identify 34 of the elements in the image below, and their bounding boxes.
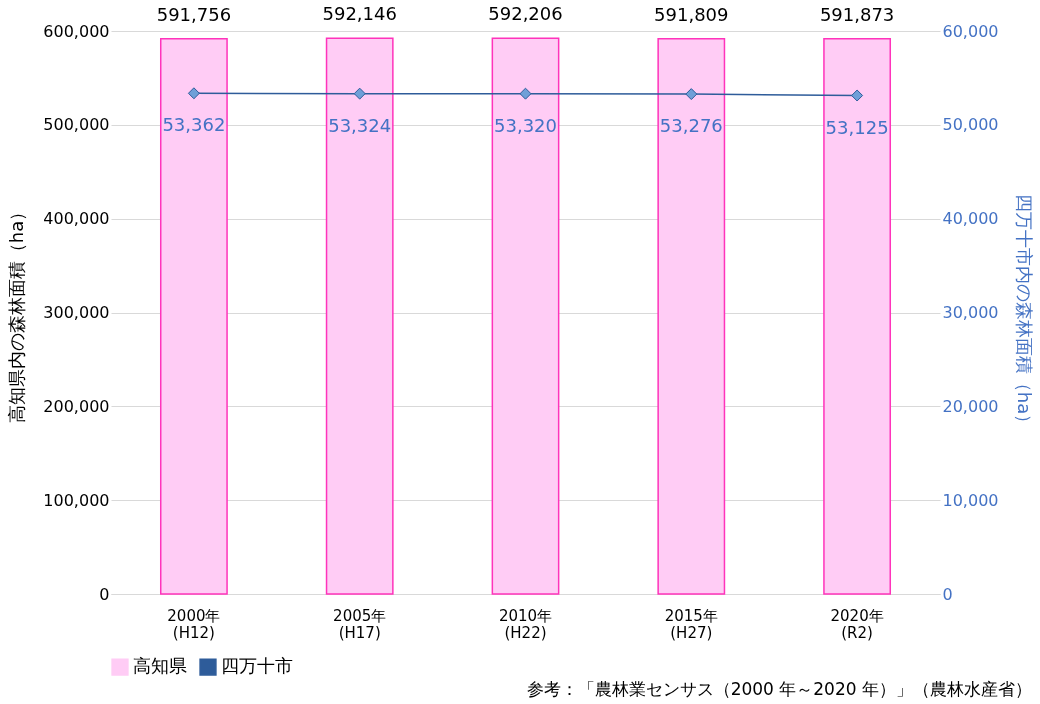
data-label: 53,125: [825, 116, 889, 138]
y-tick-label: 500,000: [43, 115, 110, 135]
legend-label: 高知県: [133, 655, 187, 677]
y2-tick-label: 0: [942, 584, 953, 604]
y-tick-label: 100,000: [43, 490, 110, 510]
y2-tick-label: 20,000: [942, 396, 999, 416]
legend-label: 四万十市: [221, 655, 293, 677]
x-tick-label: 2005年 (H17): [333, 606, 387, 642]
y-tick-label: 200,000: [43, 396, 110, 416]
data-label: 591,756: [156, 3, 232, 25]
y2-tick-label: 30,000: [942, 303, 999, 322]
x-tick-label: 2010年 (H22): [498, 606, 553, 642]
y-tick-label: 300,000: [43, 303, 110, 322]
data-label: 591,873: [819, 3, 895, 25]
data-label: 591,809: [654, 3, 729, 25]
y2-axis-title: 四万十市内の森林面積（ha）: [1014, 193, 1036, 433]
x-tick-label: 2020年 (R2): [830, 606, 884, 642]
y-tick-label: 0: [99, 584, 110, 604]
data-label: 53,276: [659, 115, 723, 137]
y-tick-label: 600,000: [43, 21, 110, 41]
data-label: 592,206: [488, 3, 563, 25]
text: 参考：「農林業センサス（2000 年～2020 年）」（農林水産省）: [526, 679, 1032, 699]
y2-tick-label: 50,000: [942, 115, 999, 135]
data-label: 53,362: [162, 114, 226, 136]
y2-tick-label: 10,000: [942, 490, 999, 510]
y2-tick-label: 60,000: [942, 21, 999, 41]
x-tick-label: 2015年 (H27): [664, 606, 718, 642]
data-label: 592,146: [322, 3, 397, 25]
y2-tick-label: 40,000: [942, 209, 999, 229]
data-label: 53,320: [494, 114, 557, 136]
y-axis-title: 高知県内の森林面積（ha）: [6, 202, 28, 424]
y-tick-label: 400,000: [43, 209, 110, 229]
x-tick-label: 2000年 (H12): [167, 606, 221, 642]
data-label: 53,324: [328, 114, 392, 136]
